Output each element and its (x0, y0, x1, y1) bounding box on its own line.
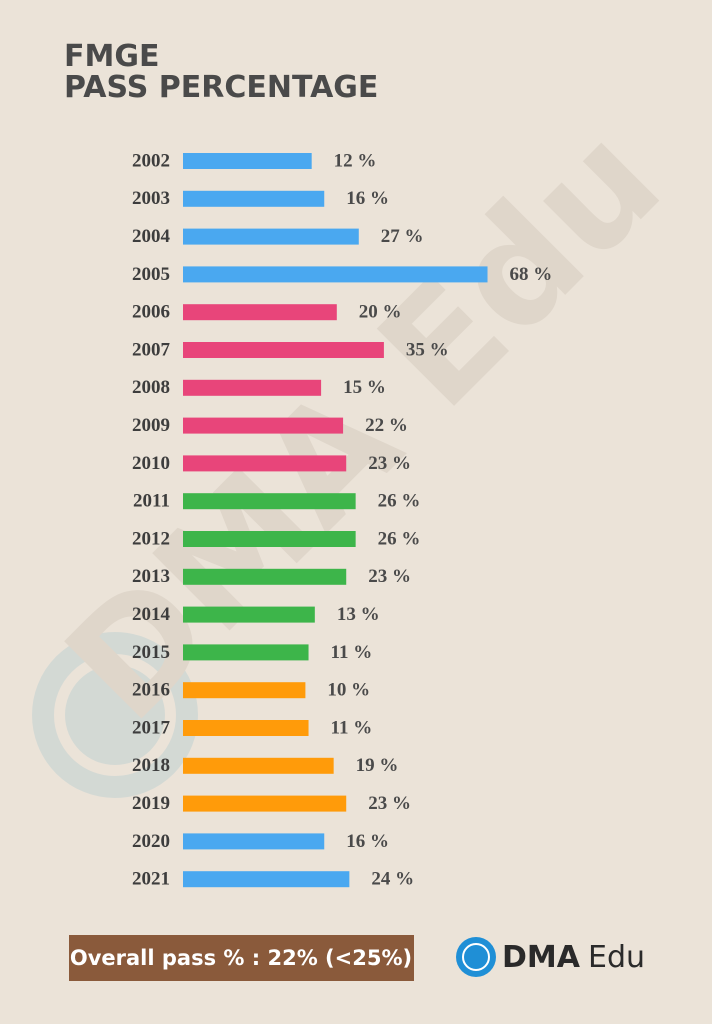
y-tick-label: 2021 (132, 869, 170, 890)
annotation: Overall pass % : 22% (<25%) (70, 946, 412, 970)
chart-subtitle: PASS PERCENTAGE (64, 70, 378, 105)
watermark-disc (65, 665, 165, 765)
y-tick-label: 2004 (132, 226, 171, 247)
logo-icon (456, 937, 496, 977)
watermark-ring (32, 632, 198, 798)
value-label: 27 % (381, 226, 424, 247)
value-label: 19 % (356, 755, 399, 776)
bar (183, 833, 325, 850)
bar (183, 379, 322, 396)
bar (183, 493, 356, 510)
bar (183, 720, 309, 736)
y-tick-label: 2015 (132, 642, 170, 663)
bar (183, 531, 356, 547)
bar (183, 757, 334, 774)
logo-light: Edu (588, 940, 645, 975)
bar (183, 682, 306, 699)
y-tick-label: 2013 (132, 566, 170, 587)
bar (183, 606, 315, 623)
value-label: 22 % (365, 415, 408, 436)
value-label: 20 % (359, 302, 402, 323)
y-tick-label: 2009 (132, 415, 170, 436)
y-tick-label: 2016 (132, 680, 170, 701)
value-label: 23 % (368, 453, 411, 474)
bar (183, 455, 347, 472)
y-tick-label: 2011 (133, 491, 170, 512)
value-label: 23 % (368, 566, 411, 587)
y-tick-label: 2007 (132, 339, 171, 360)
bar (183, 228, 359, 245)
y-tick-label: 2020 (132, 831, 170, 852)
y-tick-label: 2010 (132, 453, 170, 474)
value-label: 35 % (406, 339, 449, 360)
annotation-box (69, 935, 414, 981)
logo-bold: DMA (502, 940, 581, 975)
y-tick-label: 2019 (132, 793, 170, 814)
bar (183, 304, 337, 321)
value-label: 24 % (371, 869, 414, 890)
value-label: 11 % (331, 642, 373, 663)
bar (183, 153, 312, 169)
logo: DMA Edu (502, 940, 645, 975)
bar (183, 417, 344, 434)
value-label: 16 % (346, 831, 389, 852)
value-label: 10 % (327, 680, 370, 701)
value-label: 16 % (346, 188, 389, 209)
value-label: 23 % (368, 793, 411, 814)
bar (183, 568, 347, 585)
value-label: 12 % (334, 150, 377, 171)
value-label: 26 % (378, 491, 421, 512)
y-tick-label: 2014 (132, 604, 171, 625)
chart-title: FMGE (64, 39, 159, 74)
bar (183, 190, 325, 207)
bar (183, 266, 488, 283)
value-label: 13 % (337, 604, 380, 625)
y-tick-label: 2017 (132, 717, 171, 738)
y-tick-label: 2003 (132, 188, 170, 209)
y-tick-label: 2008 (132, 377, 170, 398)
value-label: 15 % (343, 377, 386, 398)
y-tick-label: 2018 (132, 755, 170, 776)
logo-icon-ring (462, 943, 490, 971)
value-label: 68 % (510, 264, 553, 285)
bar (183, 871, 350, 888)
y-tick-label: 2002 (132, 150, 170, 171)
value-label: 26 % (378, 528, 421, 549)
y-tick-label: 2006 (132, 302, 170, 323)
bar (183, 644, 309, 661)
value-label: 11 % (331, 717, 373, 738)
bar (183, 795, 347, 812)
y-tick-label: 2005 (132, 264, 170, 285)
bar (183, 342, 384, 358)
y-tick-label: 2012 (132, 528, 170, 549)
